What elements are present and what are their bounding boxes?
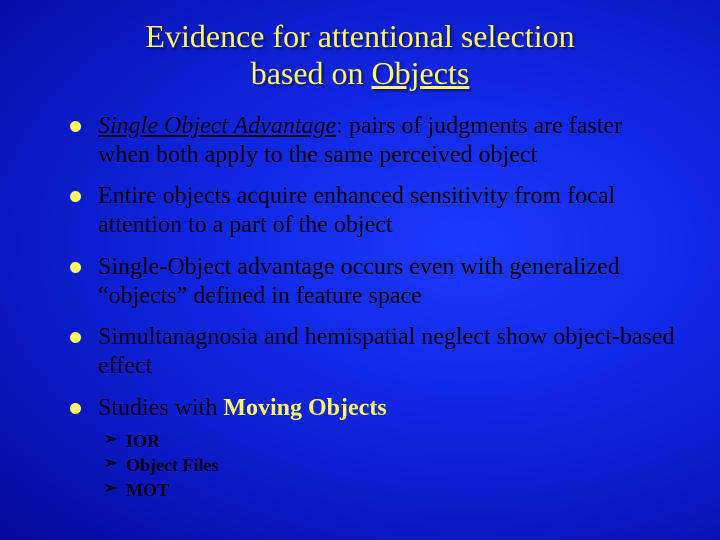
slide: Evidence for attentional selection based…	[0, 0, 720, 540]
slide-title: Evidence for attentional selection based…	[0, 0, 720, 106]
sub-item: IOR	[104, 429, 680, 453]
item-text: Single-Object advantage occurs even with…	[98, 254, 620, 309]
keyword-moving-objects: Moving Objects	[223, 395, 386, 421]
lead-phrase: Single Object Advantage	[98, 113, 336, 139]
sub-list: IOR Object Files MOT	[104, 429, 680, 502]
list-item: Studies with Moving Objects IOR Object F…	[70, 394, 680, 502]
sub-item: Object Files	[104, 453, 680, 477]
sub-item-text: Object Files	[126, 455, 218, 475]
sub-item: MOT	[104, 478, 680, 502]
list-item: Simultanagnosia and hemispatial neglect …	[70, 323, 680, 382]
title-line-1: Evidence for attentional selection	[145, 18, 574, 54]
item-text: Entire objects acquire enhanced sensitiv…	[98, 183, 615, 238]
list-item: Single Object Advantage: pairs of judgme…	[70, 112, 680, 171]
sub-item-text: MOT	[126, 480, 169, 500]
title-line-2-prefix: based on	[251, 55, 372, 91]
list-item: Single-Object advantage occurs even with…	[70, 253, 680, 312]
item-text: Simultanagnosia and hemispatial neglect …	[98, 324, 675, 379]
list-item: Entire objects acquire enhanced sensitiv…	[70, 182, 680, 241]
title-line-2-underlined: Objects	[372, 55, 470, 91]
bullet-list: Single Object Advantage: pairs of judgme…	[0, 112, 720, 502]
item-text-prefix: Studies with	[98, 395, 223, 421]
sub-item-text: IOR	[126, 431, 160, 451]
